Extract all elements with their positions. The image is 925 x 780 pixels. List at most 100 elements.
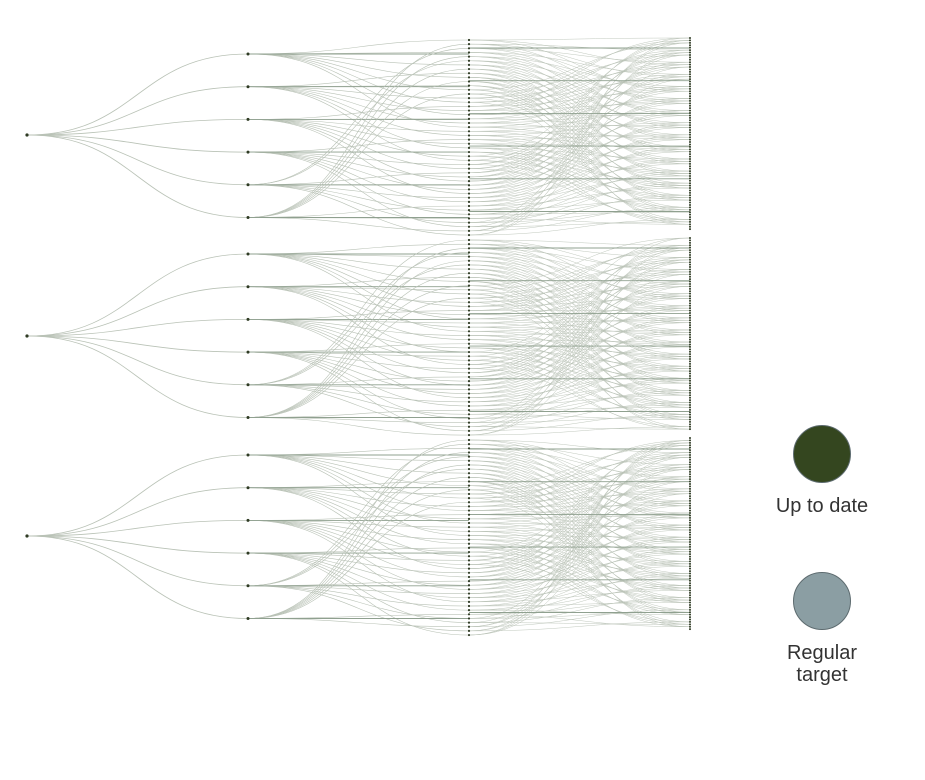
tree-edge [247, 60, 470, 186]
child-node [246, 317, 250, 321]
tree-edge [468, 139, 691, 189]
leaf-node [689, 314, 691, 317]
tree-edge [468, 339, 691, 369]
tree-edge [468, 42, 691, 223]
mid-node [467, 633, 471, 637]
tree-edge [468, 81, 691, 186]
tree-edge [468, 237, 691, 419]
tree-edge [468, 48, 691, 116]
leaf-node [689, 170, 691, 173]
tree-edge [468, 392, 691, 415]
leaf-node [689, 374, 691, 377]
leaf-node [689, 256, 691, 259]
tree-edge [468, 489, 691, 625]
leaf-node [689, 502, 691, 505]
leaf-node [689, 389, 691, 392]
leaf-node [689, 531, 691, 534]
tree-edge [247, 48, 470, 186]
tree-edge [468, 456, 691, 528]
leaf-node [689, 287, 691, 290]
tree-edge [468, 317, 691, 332]
tree-edge [468, 124, 691, 128]
tree-edge [247, 56, 470, 218]
tree-edge [468, 456, 691, 502]
mid-node [467, 413, 471, 416]
tree-edge [468, 66, 691, 99]
leaf-node [689, 46, 691, 49]
tree-edge [468, 85, 691, 198]
mid-node [467, 429, 471, 432]
tree-edge [247, 487, 470, 569]
tree-edge [468, 341, 691, 407]
child-node [246, 617, 250, 620]
tree-edge [468, 493, 691, 636]
leaf-node [689, 365, 691, 368]
tree-edge [468, 161, 691, 207]
tree-edge [468, 505, 691, 507]
child-node [246, 350, 250, 354]
tree-edges [26, 37, 691, 636]
leaf-node [689, 172, 691, 175]
leaf-node [689, 367, 691, 370]
mid-node [467, 613, 471, 616]
tree-edge [468, 40, 691, 165]
tree-edge [468, 560, 691, 611]
mid-node [467, 59, 471, 62]
tree-edge [468, 539, 691, 594]
tree-edge [468, 469, 691, 561]
tree-edge [468, 329, 691, 403]
tree-edge [247, 552, 470, 586]
tree-edge [468, 77, 691, 201]
tree-edge [468, 249, 691, 357]
tree-edge [468, 368, 691, 407]
mid-node [467, 175, 471, 179]
tree-edge [468, 512, 691, 594]
mid-node [467, 209, 471, 212]
mid-node [467, 233, 471, 237]
tree-edge [468, 68, 691, 123]
mid-node [467, 404, 471, 408]
tree-edge [247, 489, 470, 619]
tree-edge [468, 368, 691, 427]
leaf-node [689, 307, 691, 310]
tree-edge [468, 293, 691, 403]
mid-node [467, 584, 471, 587]
leaf-node [689, 475, 691, 478]
tree-edge [468, 249, 691, 423]
tree-edge [247, 253, 470, 307]
leaf-node [689, 453, 691, 456]
leaf-node [689, 439, 691, 442]
leaf-node [689, 343, 691, 346]
tree-edge [247, 86, 470, 161]
tree-edge [247, 119, 470, 145]
leaf-node [689, 350, 691, 353]
leaf-node [689, 485, 691, 488]
tree-edge [247, 53, 470, 91]
leaf-node [689, 480, 691, 483]
tree-edge [468, 277, 691, 382]
tree-edge [468, 347, 691, 394]
tree-edge [468, 151, 691, 198]
tree-edge [247, 285, 470, 418]
tree-edge [468, 440, 691, 569]
tree-edge [468, 614, 691, 627]
tree-edge [468, 76, 691, 178]
tree-edge [247, 53, 470, 115]
mid-node [467, 580, 471, 583]
tree-edge [468, 289, 691, 391]
tree-edge [468, 460, 691, 567]
leaf-node [689, 223, 691, 226]
tree-edge [468, 124, 691, 194]
leaf-node [689, 463, 691, 466]
leaf-node [689, 203, 691, 206]
leaf-node [689, 560, 691, 563]
tree-edge [468, 81, 691, 160]
tree-edge [468, 414, 691, 420]
tree-edge [468, 209, 691, 223]
tree-edge [468, 52, 691, 102]
tree-edge [468, 122, 691, 136]
tree-edge [468, 551, 691, 586]
leaf-node [689, 541, 691, 544]
tree-edge [468, 247, 691, 299]
tree-edge [468, 86, 691, 124]
